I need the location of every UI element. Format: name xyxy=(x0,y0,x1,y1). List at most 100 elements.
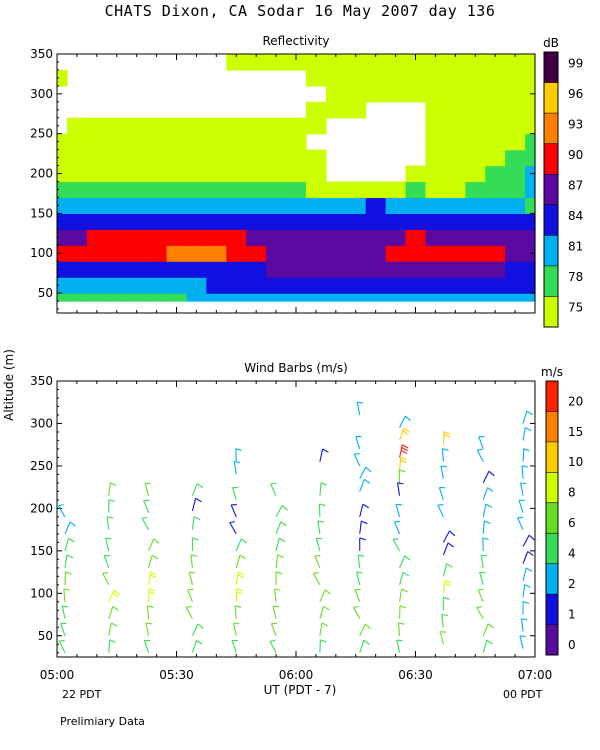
barb-flag xyxy=(525,427,532,432)
heatmap-cell xyxy=(305,197,327,214)
heatmap-cell xyxy=(325,213,347,230)
heatmap-cell xyxy=(505,293,526,302)
colorbar-label: 75 xyxy=(568,301,583,315)
heatmap-cell xyxy=(465,85,486,103)
heatmap-cell xyxy=(286,165,307,183)
wind-barb xyxy=(64,521,76,535)
heatmap-cell xyxy=(57,261,68,278)
heatmap-cell xyxy=(505,181,526,199)
wind-barb xyxy=(319,482,328,496)
heatmap-cell xyxy=(66,293,88,302)
barb-shaft xyxy=(359,466,367,479)
heatmap-cell xyxy=(57,133,68,151)
heatmap-cell xyxy=(485,85,506,103)
heatmap-cell xyxy=(166,229,188,246)
heatmap-cell xyxy=(325,181,347,199)
heatmap-cell xyxy=(305,229,327,246)
wind-barb xyxy=(393,521,401,535)
heatmap-cell xyxy=(465,69,486,87)
wind-barb xyxy=(442,530,456,543)
heatmap-cell xyxy=(286,149,307,167)
wind-barb xyxy=(359,623,372,637)
y-tick-label: 50 xyxy=(38,286,53,300)
barb-flag xyxy=(365,466,372,473)
barb-shaft xyxy=(146,605,150,619)
barb-flag xyxy=(487,487,494,493)
heatmap-cell xyxy=(86,293,108,302)
heatmap-cell xyxy=(246,213,267,230)
heatmap-cell xyxy=(146,149,168,167)
colorbar-label: 87 xyxy=(568,179,583,193)
barb-shaft xyxy=(312,573,321,586)
barb-flag xyxy=(488,470,495,477)
barb-flag xyxy=(275,571,283,575)
heatmap-cell xyxy=(57,293,68,302)
heatmap-cell xyxy=(305,293,327,302)
barb-shaft xyxy=(522,410,528,424)
colorbar-segment xyxy=(546,411,558,442)
barb-flag xyxy=(63,588,70,591)
wind-barb xyxy=(521,465,529,479)
wind-barb xyxy=(520,482,527,496)
colorbar-segment xyxy=(546,502,558,534)
barb-shaft xyxy=(272,606,277,619)
wind-barb xyxy=(63,588,70,602)
barb-shaft xyxy=(314,555,321,569)
heatmap-cell xyxy=(365,261,387,278)
chart-main-title: CHATS Dixon, CA Sodar 16 May 2007 day 13… xyxy=(104,2,496,20)
heatmap-cell xyxy=(385,229,407,246)
wind-barb xyxy=(319,589,331,603)
heatmap-cell xyxy=(465,261,486,278)
barb-flag xyxy=(148,588,156,592)
wind-barb xyxy=(522,448,530,462)
wind-barb xyxy=(353,453,361,467)
wind-barb xyxy=(396,482,404,496)
heatmap-cell xyxy=(66,117,88,135)
heatmap-cell xyxy=(106,213,128,230)
barb-shaft xyxy=(359,640,365,653)
y-tick-label: 350 xyxy=(30,374,53,388)
barb-shaft xyxy=(441,614,444,628)
heatmap-cell xyxy=(106,181,128,199)
barb-shaft xyxy=(315,538,321,551)
heatmap-cell xyxy=(385,261,407,278)
wind-barb xyxy=(64,554,74,568)
barb-shaft xyxy=(440,465,444,479)
heatmap-cell xyxy=(325,69,347,87)
heatmap-cell xyxy=(525,57,536,71)
barb-flag xyxy=(59,639,65,642)
wind-barb xyxy=(354,588,361,602)
wind-barb xyxy=(437,504,444,518)
barb-flag xyxy=(527,551,534,557)
wind-barb xyxy=(319,605,330,619)
colorbar-label: 1 xyxy=(568,607,576,621)
wind-barb xyxy=(522,427,532,441)
heatmap-cell xyxy=(525,181,536,199)
heatmap-cell xyxy=(365,245,387,262)
wind-barb xyxy=(441,448,449,462)
heatmap-cell xyxy=(57,69,68,87)
heatmap-cell xyxy=(425,213,446,230)
barb-flag xyxy=(235,448,242,452)
colorbar-segment xyxy=(544,174,558,205)
barb-shaft xyxy=(106,516,110,530)
wind-barb xyxy=(317,520,324,534)
colorbar-unit: m/s xyxy=(541,365,563,379)
barb-shaft xyxy=(522,567,527,581)
heatmap-cell xyxy=(485,165,506,183)
heatmap-cell xyxy=(126,181,148,199)
heatmap-cell xyxy=(325,293,347,302)
wind-barb xyxy=(477,588,484,603)
barb-shaft xyxy=(108,482,111,496)
heatmap-cell xyxy=(206,133,227,151)
barb-shaft xyxy=(359,623,366,637)
barb-flag xyxy=(320,639,327,643)
barb-flag xyxy=(437,504,444,506)
wind-barb xyxy=(234,605,242,619)
heatmap-cell xyxy=(246,57,267,71)
barb-shaft xyxy=(144,482,150,496)
barb-flag xyxy=(113,589,121,595)
barb-flag xyxy=(195,497,202,503)
heatmap-cell xyxy=(146,245,168,262)
heatmap-cell xyxy=(405,57,427,71)
